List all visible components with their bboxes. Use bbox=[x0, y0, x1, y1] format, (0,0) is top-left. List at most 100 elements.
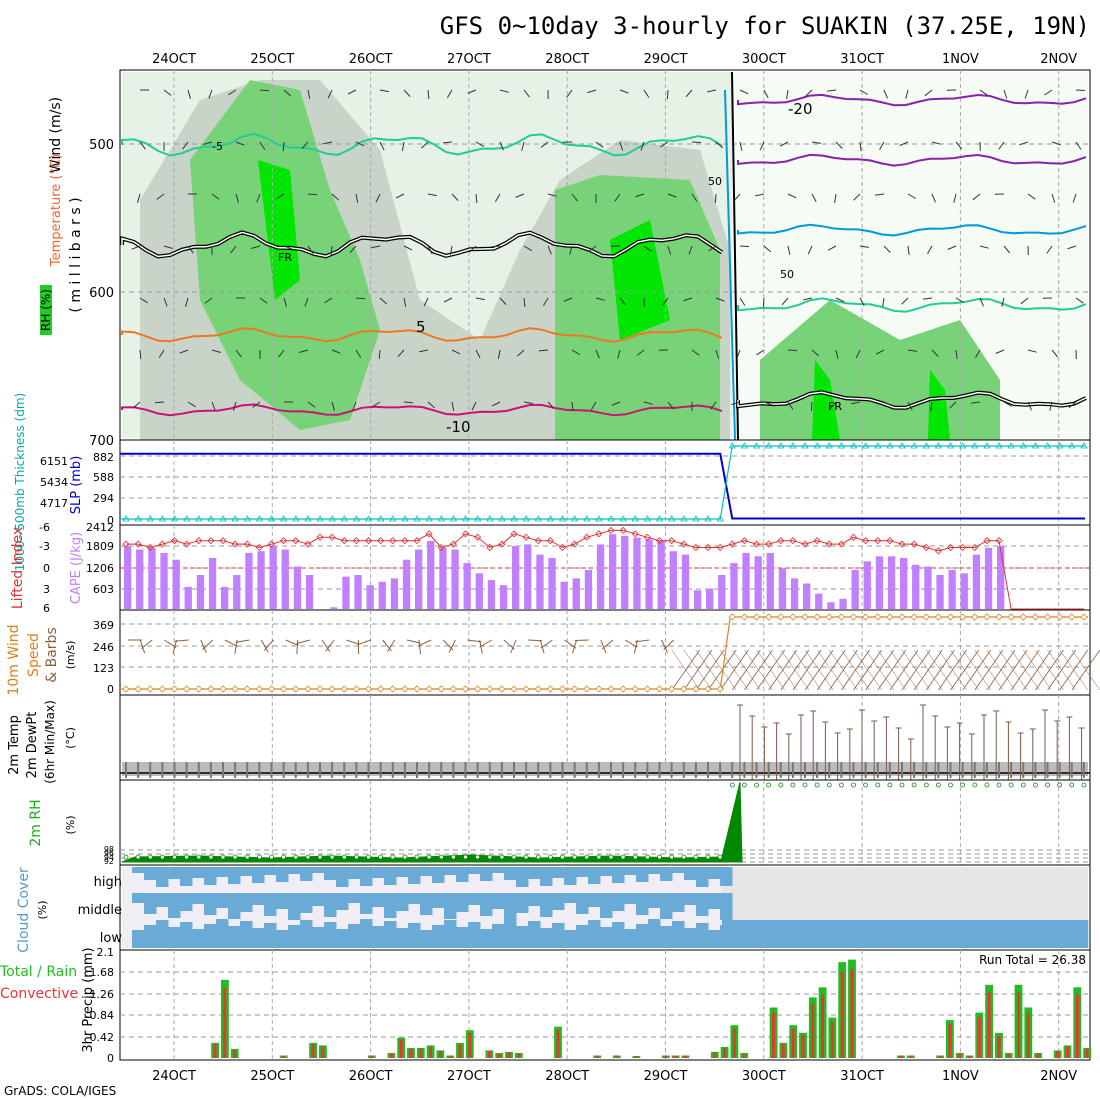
upper-barb bbox=[1051, 193, 1056, 203]
upper-barb bbox=[710, 401, 717, 410]
lifted-index-point bbox=[364, 537, 373, 545]
cloud-mid-bar bbox=[228, 893, 241, 919]
rh2m-point bbox=[208, 854, 214, 860]
cloud-high-bar bbox=[180, 867, 193, 886]
cloud-low-bar bbox=[892, 920, 906, 948]
upper-barb bbox=[571, 401, 574, 412]
upper-barb bbox=[185, 297, 189, 307]
upper-barb bbox=[763, 245, 772, 253]
cloud-low-bar bbox=[783, 920, 796, 948]
temp-contour-minus5-left bbox=[121, 132, 723, 157]
wind-barb-hatch bbox=[974, 649, 1004, 691]
cloud-low-bar bbox=[684, 928, 697, 948]
cloud-low-bar bbox=[624, 929, 637, 948]
cloud-high-bar bbox=[708, 867, 721, 879]
cape-bar bbox=[184, 586, 192, 609]
rh-tick-98: 98 bbox=[104, 845, 114, 854]
cloud-low-bar bbox=[1014, 920, 1028, 948]
cloud-high-bar bbox=[252, 867, 265, 883]
upper-barb bbox=[523, 401, 533, 405]
cloud-low-bar bbox=[648, 919, 661, 948]
upper-barb bbox=[733, 193, 741, 202]
wind-unit: (m/s) bbox=[64, 641, 77, 670]
cape-bar bbox=[815, 593, 823, 609]
lifted-index-point bbox=[534, 537, 542, 545]
cloud-low-bar bbox=[132, 930, 145, 948]
rh2m-point bbox=[899, 782, 905, 788]
upper-barb bbox=[853, 193, 861, 201]
upper-barb bbox=[1020, 297, 1029, 305]
cape-bar bbox=[851, 569, 859, 609]
upper-barb bbox=[283, 245, 293, 250]
cloud-low-bar bbox=[1027, 920, 1040, 948]
label-slp: SLP (mb) bbox=[69, 456, 84, 515]
date-tick-bottom: 28OCT bbox=[545, 1069, 589, 1084]
wind-speed-point bbox=[461, 685, 470, 693]
cape-bar bbox=[742, 552, 750, 609]
precip-conv-bar bbox=[899, 1055, 903, 1058]
cloud-mid-bar bbox=[600, 893, 613, 918]
upper-barb bbox=[139, 141, 146, 150]
upper-barb bbox=[930, 401, 933, 411]
wind-barb-hatch bbox=[1047, 649, 1076, 691]
rh2m-point bbox=[438, 854, 444, 860]
upper-barb bbox=[1075, 141, 1082, 150]
lifted-index-point bbox=[292, 537, 300, 545]
rh2m-point bbox=[402, 854, 408, 860]
upper-barb bbox=[355, 297, 366, 300]
upper-barb bbox=[662, 297, 669, 306]
upper-barb bbox=[469, 245, 477, 253]
cape-bar bbox=[354, 575, 362, 609]
upper-barb bbox=[859, 89, 869, 95]
rh2m-point bbox=[450, 854, 456, 860]
thickness-marker bbox=[886, 442, 894, 449]
upper-barb bbox=[667, 245, 672, 255]
rh2m-point bbox=[851, 782, 856, 788]
cape-bar bbox=[366, 585, 374, 609]
upper-barb bbox=[955, 141, 963, 150]
precip-conv-bar bbox=[811, 1003, 815, 1058]
cape-bar bbox=[305, 575, 314, 609]
precip-conv-bar bbox=[713, 1052, 717, 1058]
upper-barb bbox=[715, 349, 720, 359]
cloud-low-bar bbox=[576, 925, 589, 948]
upper-barb bbox=[517, 349, 525, 357]
upper-barb bbox=[563, 297, 573, 302]
thickness-marker bbox=[498, 515, 506, 522]
upper-barb bbox=[154, 401, 165, 404]
wind-barb bbox=[325, 639, 335, 652]
cloud-high-bar bbox=[168, 867, 181, 879]
lifted-index-point bbox=[619, 526, 627, 534]
cloud-mid-bar bbox=[624, 893, 637, 904]
lifted-index-point bbox=[134, 540, 142, 548]
wind-speed-point bbox=[316, 685, 324, 693]
cloud-low-bar bbox=[880, 920, 894, 948]
precip-conv-bar bbox=[409, 1048, 413, 1058]
cloud-high-bar bbox=[588, 867, 601, 884]
upper-barb bbox=[283, 89, 292, 97]
cape-bar bbox=[706, 588, 714, 609]
date-tick-top: 24OCT bbox=[152, 52, 196, 67]
rh2m-point bbox=[414, 854, 420, 860]
thickness-marker bbox=[292, 515, 300, 522]
wind-speed-point bbox=[401, 685, 409, 693]
cloud-high-bar bbox=[336, 867, 349, 887]
thickness-marker bbox=[243, 515, 252, 522]
thickness-marker bbox=[934, 442, 943, 449]
wind-barb-hatch bbox=[817, 649, 846, 691]
thickness-marker bbox=[667, 515, 676, 522]
lifted-index-point bbox=[437, 543, 445, 552]
cloud-high-bar bbox=[408, 867, 421, 884]
wind-speed-point bbox=[716, 685, 724, 693]
precip-conv-bar bbox=[497, 1053, 501, 1058]
precip-conv-bar bbox=[556, 1029, 560, 1058]
upper-barb bbox=[759, 141, 765, 151]
wind-barb bbox=[600, 639, 607, 654]
wind-tick-246: 246 bbox=[93, 641, 114, 654]
cloud-mid-bar bbox=[456, 893, 469, 912]
thickness-marker bbox=[1068, 442, 1076, 449]
upper-barb bbox=[835, 349, 839, 359]
cloud-low-bar bbox=[384, 921, 397, 948]
upper-barb bbox=[614, 193, 621, 202]
rh2m-point bbox=[608, 854, 614, 860]
